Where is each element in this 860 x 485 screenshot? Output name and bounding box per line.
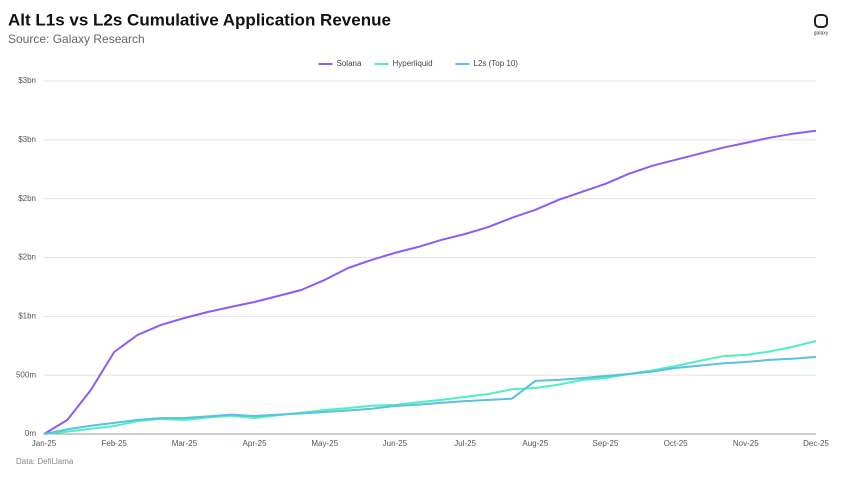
x-tick-label: Jun-25 [383,439,408,448]
x-tick-label: Oct-25 [664,439,689,448]
chart-title: Alt L1s vs L2s Cumulative Application Re… [8,10,391,29]
legend-label: Solana [337,59,362,68]
x-tick-label: Jul-25 [454,439,476,448]
x-tick-label: May-25 [311,439,338,448]
x-tick-label: Sep-25 [593,439,619,448]
y-tick-label: $2bn [18,253,36,262]
y-tick-label: $3bn [18,76,36,85]
x-tick-label: Nov-25 [733,439,759,448]
y-tick-label: 500m [16,370,36,379]
y-tick-label: $2bn [18,194,36,203]
logo-icon [814,14,828,28]
legend-label: Hyperliquid [393,59,433,68]
x-tick-label: Jan-25 [32,439,57,448]
series-line [43,340,817,435]
series-line [43,129,817,435]
logo-text: galaxy [814,30,829,36]
x-tick-label: Feb-25 [102,439,128,448]
chart-subtitle: Source: Galaxy Research [8,32,145,46]
y-tick-label: $1bn [18,311,36,320]
legend-label: L2s (Top 10) [474,59,519,68]
y-tick-label: 0m [25,429,36,438]
source-note: Data: DefiLlama [16,457,74,466]
series-line [43,355,817,435]
x-tick-label: Apr-25 [243,439,268,448]
y-tick-label: $3bn [18,135,36,144]
x-tick-label: Dec-25 [803,439,829,448]
x-tick-label: Aug-25 [522,439,548,448]
x-tick-label: Mar-25 [172,439,198,448]
